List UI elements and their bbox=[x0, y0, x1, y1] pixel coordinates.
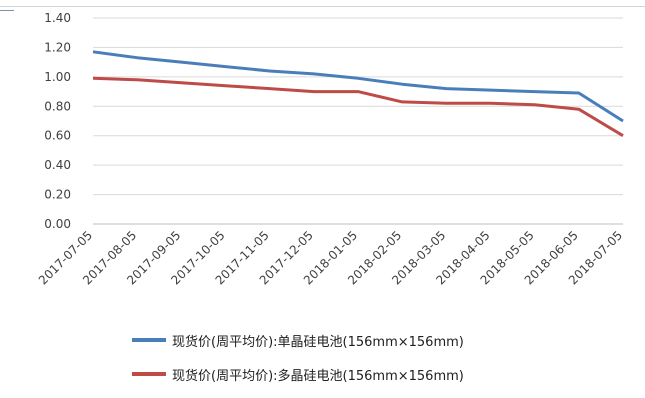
y-tick-label: 0.80 bbox=[44, 99, 71, 113]
y-tick-label: 1.40 bbox=[44, 11, 71, 25]
legend-swatch-poly bbox=[132, 372, 166, 376]
series-line-1 bbox=[92, 76, 624, 137]
gridlines bbox=[93, 17, 623, 225]
line-chart: 0.00 0.20 0.40 0.60 0.80 1.00 1.20 1.40 2017-07… bbox=[36, 11, 625, 287]
legend-item-poly: 现货价(周平均价):多晶硅电池(156mm×156mm) bbox=[132, 364, 464, 384]
legend-swatch-mono bbox=[132, 338, 166, 342]
y-axis-ticks: 0.00 0.20 0.40 0.60 0.80 1.00 1.20 1.40 bbox=[44, 11, 71, 231]
y-tick-label: 0.00 bbox=[44, 217, 71, 231]
legend-label-mono: 现货价(周平均价):单晶硅电池(156mm×156mm) bbox=[172, 334, 464, 350]
legend-label-poly: 现货价(周平均价):多晶硅电池(156mm×156mm) bbox=[172, 368, 464, 384]
top-border-line bbox=[0, 6, 645, 7]
legend: 现货价(周平均价):单晶硅电池(156mm×156mm) 现货价(周平均价):多… bbox=[132, 330, 464, 398]
y-tick-label: 0.20 bbox=[44, 188, 71, 202]
y-tick-label: 1.20 bbox=[44, 40, 71, 54]
legend-item-mono: 现货价(周平均价):单晶硅电池(156mm×156mm) bbox=[132, 330, 464, 350]
series-line-0 bbox=[92, 50, 624, 123]
y-tick-label: 0.40 bbox=[44, 158, 71, 172]
top-left-corner-mark bbox=[0, 0, 14, 11]
y-tick-label: 0.60 bbox=[44, 129, 71, 143]
series-lines bbox=[92, 50, 624, 137]
y-tick-label: 1.00 bbox=[44, 70, 71, 84]
x-axis-ticks: 2017-07-052017-08-052017-09-052017-10-05… bbox=[36, 228, 625, 287]
